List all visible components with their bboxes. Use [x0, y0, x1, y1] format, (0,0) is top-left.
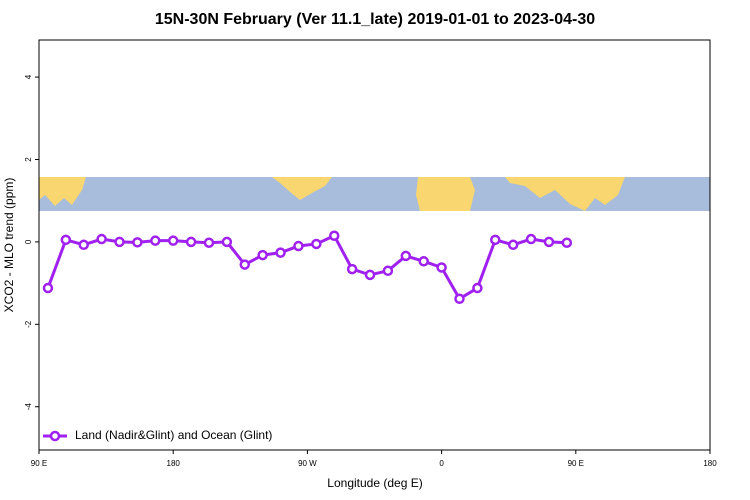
x-tick-label: 180	[703, 459, 717, 468]
x-tick-label: 90 E	[31, 459, 47, 468]
y-tick-label: 2	[24, 157, 33, 162]
point	[221, 236, 233, 248]
point	[400, 250, 412, 262]
point	[561, 237, 573, 248]
series-line	[46, 233, 567, 301]
point	[132, 237, 143, 248]
x-tick-label: 180	[167, 459, 181, 468]
point	[275, 247, 286, 258]
point	[311, 238, 322, 250]
point	[454, 293, 465, 305]
point	[364, 269, 376, 281]
point	[185, 236, 197, 248]
point	[239, 259, 251, 270]
y-tick-label: 4	[24, 74, 33, 79]
y-axis-label: XCO2 - MLO trend (ppm)	[2, 178, 16, 313]
point	[382, 265, 394, 277]
point	[418, 256, 429, 267]
y-tick-label: -2	[24, 320, 33, 328]
x-tick-label: 90 E	[568, 459, 584, 468]
map-band	[39, 177, 710, 211]
point	[525, 233, 537, 245]
x-tick-label: 90 W	[298, 459, 317, 468]
point	[507, 239, 519, 251]
point	[436, 262, 447, 273]
point	[472, 282, 483, 294]
point	[490, 234, 501, 246]
legend-marker	[49, 430, 61, 442]
point	[203, 237, 215, 248]
point	[328, 230, 340, 241]
point	[293, 240, 304, 252]
point	[60, 234, 72, 246]
legend-label: Land (Nadir&Glint) and Ocean (Glint)	[75, 428, 272, 442]
point	[78, 239, 89, 251]
point	[114, 236, 125, 248]
x-axis-label: Longitude (deg E)	[327, 476, 422, 490]
point	[167, 235, 179, 246]
point	[257, 249, 268, 261]
x-tick-label: 0	[439, 459, 444, 468]
point	[346, 263, 358, 275]
point	[96, 233, 107, 245]
point	[42, 282, 54, 294]
point	[150, 235, 161, 246]
y-tick-label: -4	[24, 403, 33, 411]
y-tick-label: 0	[24, 239, 33, 244]
plot-frame	[38, 39, 711, 451]
point	[543, 236, 555, 248]
chart-title: 15N-30N February (Ver 11.1_late) 2019-01…	[155, 11, 595, 28]
